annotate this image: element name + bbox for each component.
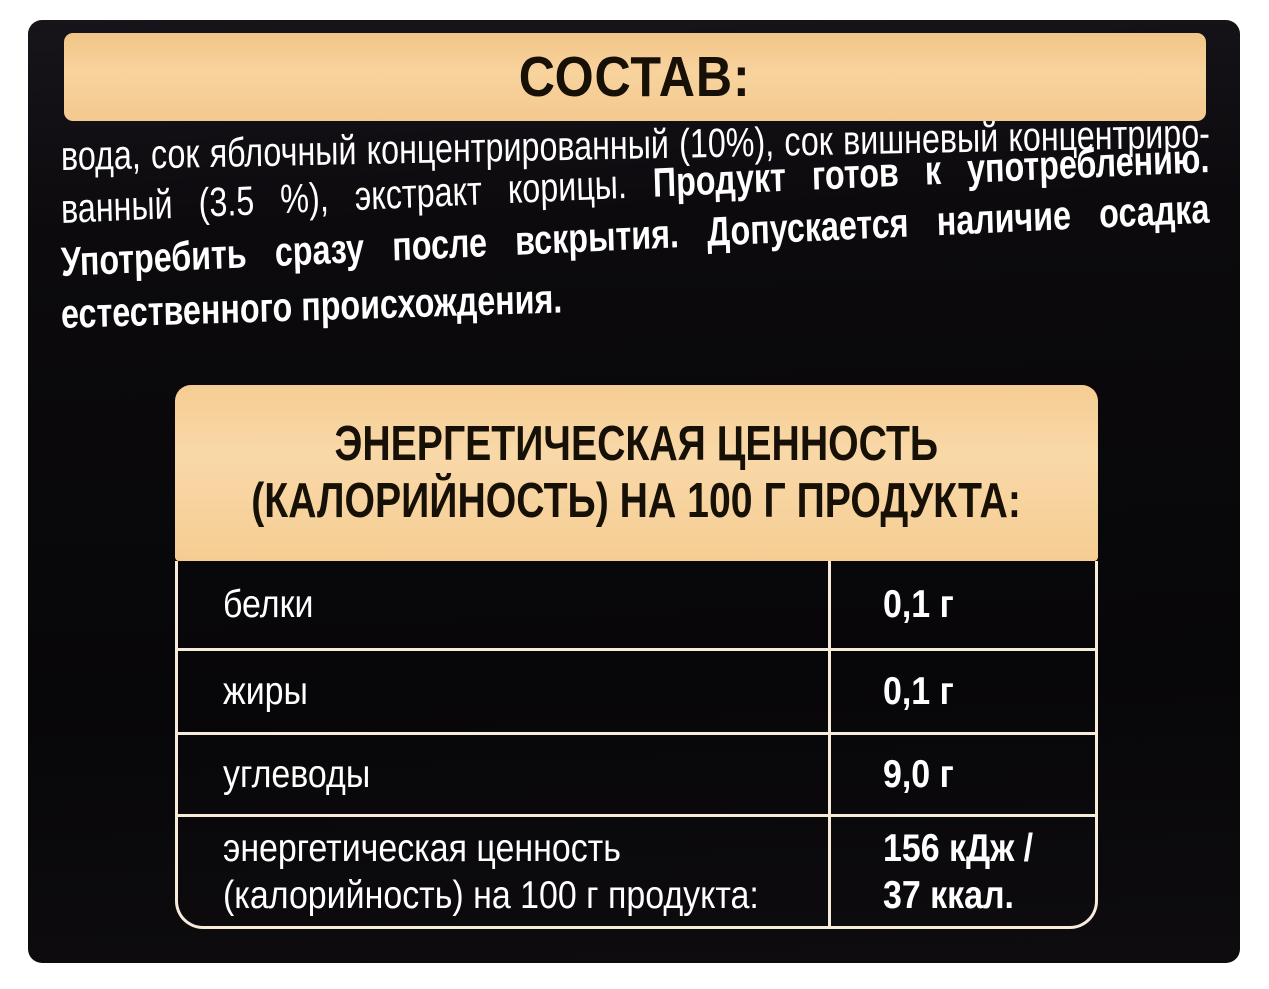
cell-carbs-value: 9,0 г [831, 735, 1095, 814]
energy-value-line-1: 156 кДж / [883, 826, 1034, 870]
nutrition-header-line-2: (КАЛОРИЙНОСТЬ) НА 100 Г ПРОДУКТА: [251, 474, 1022, 528]
cell-fats-label: жиры [178, 651, 831, 732]
proteins-value: 0,1 г [883, 583, 954, 626]
cell-proteins-label: белки [178, 561, 831, 648]
cell-energy-value: 156 кДж / 37 ккал. [831, 817, 1095, 926]
cell-proteins-value: 0,1 г [831, 561, 1095, 648]
composition-header-band: СОСТАВ: [64, 33, 1206, 121]
table-row-carbs: углеводы 9,0 г [178, 732, 1095, 814]
carbs-label: углеводы [223, 753, 371, 796]
energy-value: 156 кДж / 37 ккал. [883, 825, 1033, 919]
energy-label-line-2: (калорийность) на 100 г продукта: [223, 873, 759, 917]
carbs-value: 9,0 г [883, 753, 954, 796]
cell-carbs-label: углеводы [178, 735, 831, 814]
energy-label: энергетическая ценность (калорийность) н… [223, 825, 759, 919]
proteins-label: белки [223, 583, 314, 626]
ingredients-text: вода, сок яблочный концентрированный (10… [60, 110, 1210, 363]
product-label: СОСТАВ: вода, сок яблочный концентрирова… [28, 20, 1240, 963]
energy-label-line-1: энергетическая ценность [223, 826, 621, 870]
energy-value-line-2: 37 ккал. [883, 873, 1014, 917]
nutrition-header-line-1: ЭНЕРГЕТИЧЕСКАЯ ЦЕННОСТЬ [334, 417, 939, 471]
cell-energy-label: энергетическая ценность (калорийность) н… [178, 817, 831, 926]
table-row-proteins: белки 0,1 г [178, 561, 1095, 648]
nutrition-header-band: ЭНЕРГЕТИЧЕСКАЯ ЦЕННОСТЬ (КАЛОРИЙНОСТЬ) Н… [175, 385, 1098, 561]
table-row-fats: жиры 0,1 г [178, 648, 1095, 732]
fats-label: жиры [223, 670, 308, 713]
ingredients-line-4-text: естественного происхождения. [60, 275, 563, 337]
fats-value: 0,1 г [883, 670, 954, 713]
table-row-energy: энергетическая ценность (калорийность) н… [178, 814, 1095, 926]
cell-fats-value: 0,1 г [831, 651, 1095, 732]
composition-title: СОСТАВ: [519, 45, 751, 109]
nutrition-table: белки 0,1 г жиры 0,1 г углеводы [175, 561, 1098, 929]
